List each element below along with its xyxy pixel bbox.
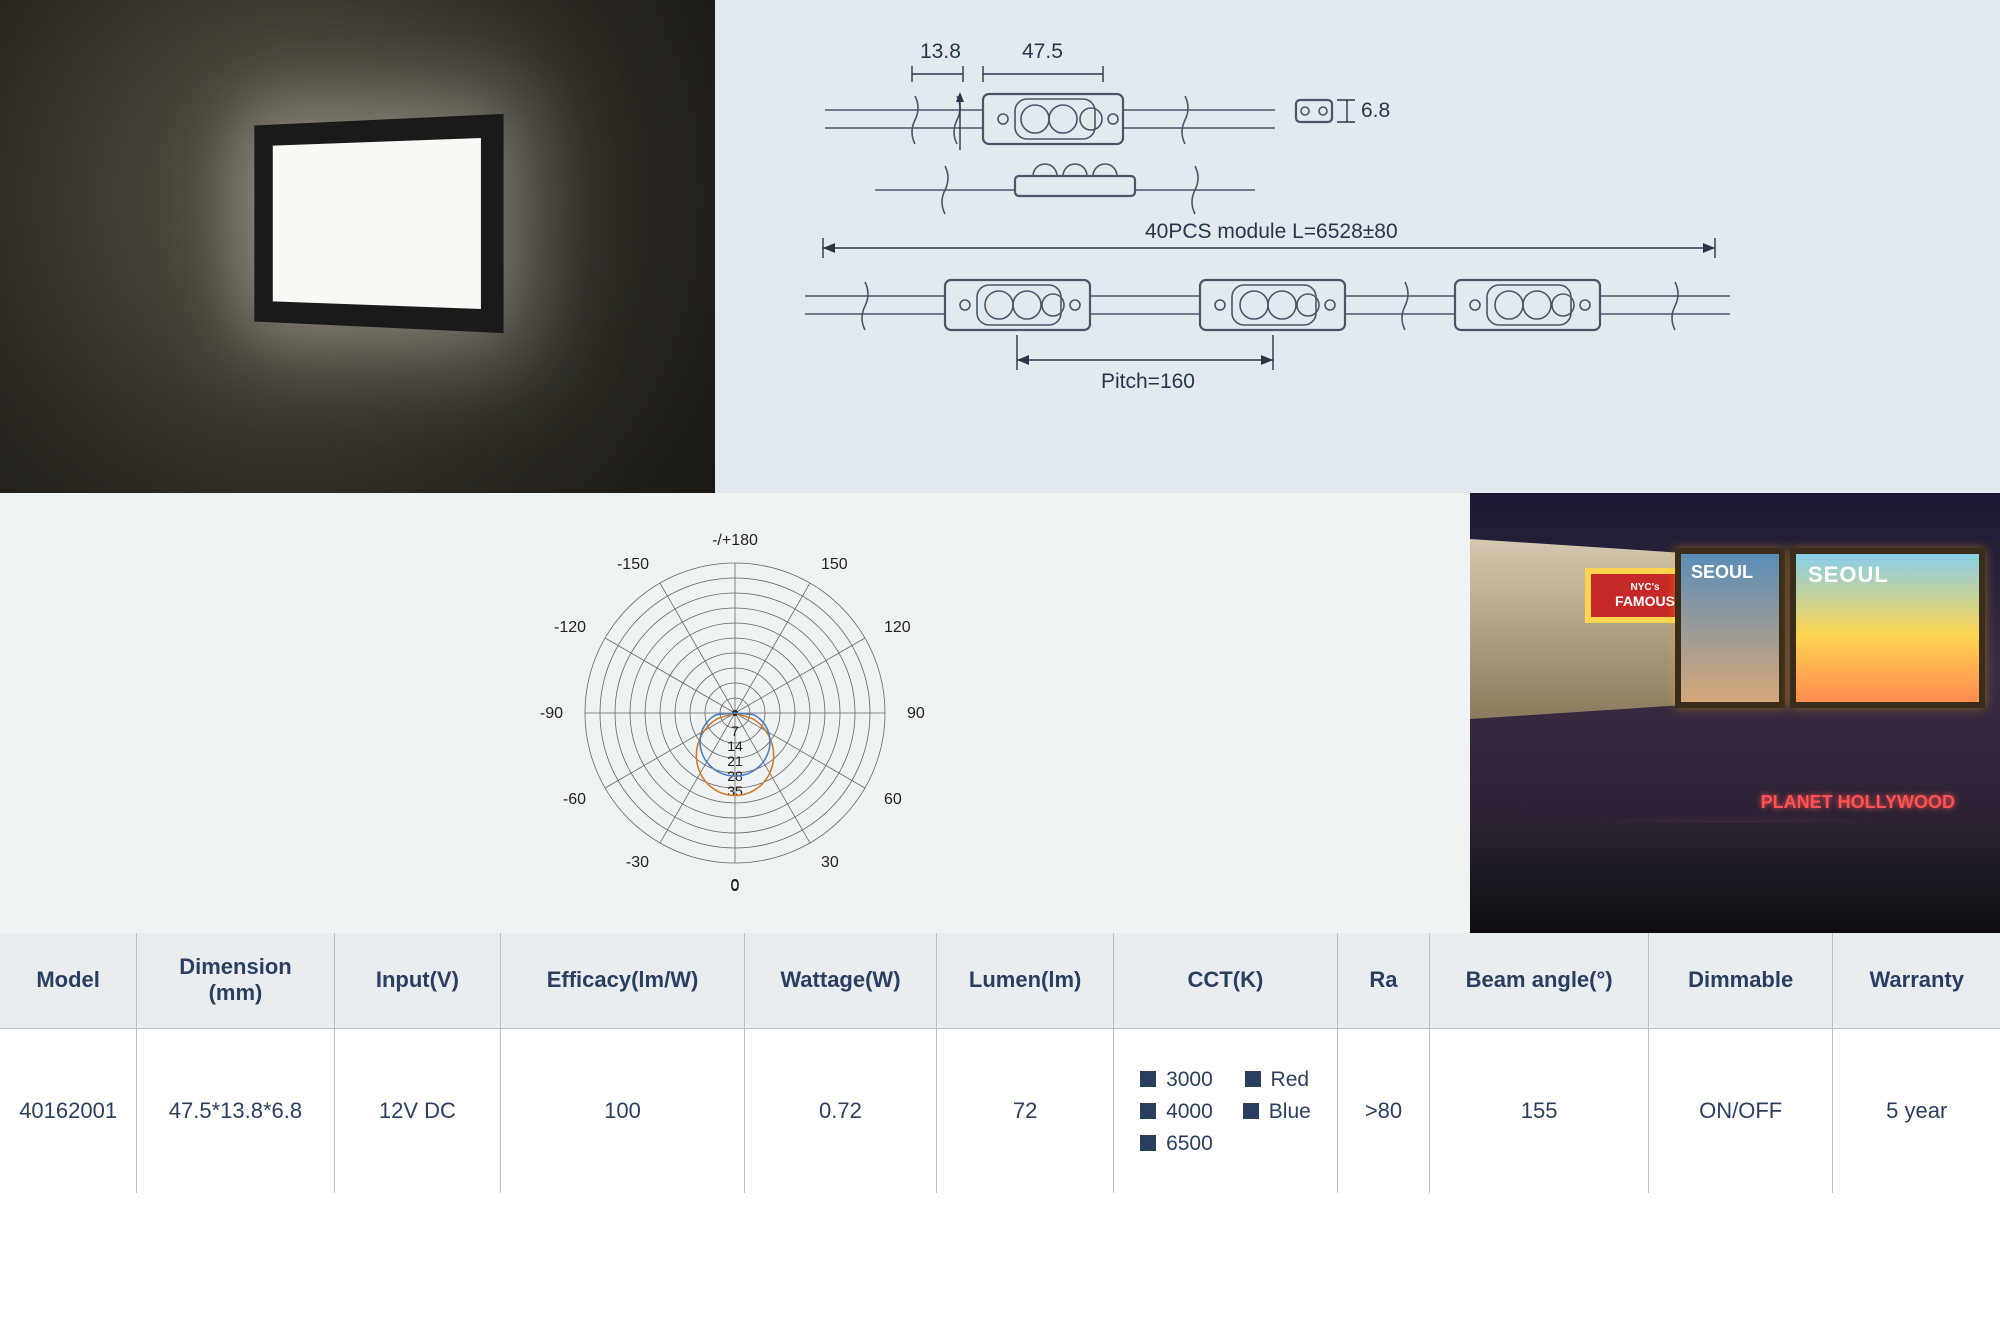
module-profile-view <box>875 164 1255 214</box>
table-cell: 100 <box>501 1028 745 1193</box>
product-photo-left <box>0 0 715 493</box>
table-cell: 3000Red4000Blue6500 <box>1114 1028 1337 1193</box>
table-header-cell: Beam angle(°) <box>1430 933 1648 1028</box>
module-dimension-diagram: 13.8 47.5 <box>715 0 2000 493</box>
svg-text:14: 14 <box>727 738 743 754</box>
svg-text:60: 60 <box>884 791 902 808</box>
svg-text:0: 0 <box>731 878 740 895</box>
spec-table: ModelDimension(mm)Input(V)Efficacy(lm/W)… <box>0 933 2000 1193</box>
lightbox-sign <box>254 114 503 333</box>
svg-text:-90: -90 <box>540 705 563 722</box>
module-side-view: 6.8 <box>1296 99 1390 122</box>
mid-row: -/+180 -150 -120 -90 -60 -30 0 30 60 90 120 150 7142… <box>0 493 2000 933</box>
svg-text:90: 90 <box>907 705 925 722</box>
table-cell: 72 <box>936 1028 1113 1193</box>
table-header-cell: Dimension(mm) <box>137 933 334 1028</box>
label-pitch: Pitch=160 <box>1101 370 1195 393</box>
label-width: 47.5 <box>1022 40 1063 63</box>
svg-text:7: 7 <box>731 723 739 739</box>
table-header-cell: Lumen(lm) <box>936 933 1113 1028</box>
svg-text:-150: -150 <box>617 556 649 573</box>
application-photo-right: NYC'sFAMOUS PLANET HOLLYWOOD <box>1470 493 2000 933</box>
label-chain-length: 40PCS module L=6528±80 <box>1145 220 1398 243</box>
svg-text:-120: -120 <box>554 619 586 636</box>
module-top-view <box>825 92 1275 150</box>
table-header-cell: Input(V) <box>334 933 500 1028</box>
table-cell: 155 <box>1430 1028 1648 1193</box>
table-cell: 47.5*13.8*6.8 <box>137 1028 334 1193</box>
table-cell: ON/OFF <box>1648 1028 1833 1193</box>
table-header-cell: Model <box>0 933 137 1028</box>
dimension-diagram-panel: 13.8 47.5 <box>715 0 2000 493</box>
polar-light-distribution-chart: -/+180 -150 -120 -90 -60 -30 0 30 60 90 120 150 7142… <box>525 503 945 923</box>
top-row: 13.8 47.5 <box>0 0 2000 493</box>
table-cell: >80 <box>1337 1028 1430 1193</box>
pitch-dimension: Pitch=160 <box>1017 335 1273 393</box>
svg-text:-30: -30 <box>626 854 649 871</box>
svg-text:-60: -60 <box>563 791 586 808</box>
table-header-cell: Wattage(W) <box>744 933 936 1028</box>
table-header-cell: Efficacy(lm/W) <box>501 933 745 1028</box>
table-row: 4016200147.5*13.8*6.812V DC1000.72723000… <box>0 1028 2000 1193</box>
label-depth: 13.8 <box>920 40 961 63</box>
label-height: 6.8 <box>1361 99 1390 122</box>
table-cell: 12V DC <box>334 1028 500 1193</box>
table-header-row: ModelDimension(mm)Input(V)Efficacy(lm/W)… <box>0 933 2000 1028</box>
svg-text:30: 30 <box>821 854 839 871</box>
svg-text:-/+180: -/+180 <box>712 532 758 549</box>
table-header-cell: Warranty <box>1833 933 2000 1028</box>
table-cell: 40162001 <box>0 1028 137 1193</box>
svg-text:120: 120 <box>884 619 911 636</box>
table-cell: 5 year <box>1833 1028 2000 1193</box>
table-header-cell: Ra <box>1337 933 1430 1028</box>
svg-text:21: 21 <box>727 753 743 769</box>
svg-text:35: 35 <box>727 783 743 799</box>
table-cell: 0.72 <box>744 1028 936 1193</box>
polar-chart-panel: -/+180 -150 -120 -90 -60 -30 0 30 60 90 120 150 7142… <box>0 493 1470 933</box>
svg-text:150: 150 <box>821 556 848 573</box>
table-header-cell: Dimmable <box>1648 933 1833 1028</box>
chain-dimension: 40PCS module L=6528±80 <box>823 220 1715 258</box>
module-chain <box>805 280 1730 330</box>
table-header-cell: CCT(K) <box>1114 933 1337 1028</box>
